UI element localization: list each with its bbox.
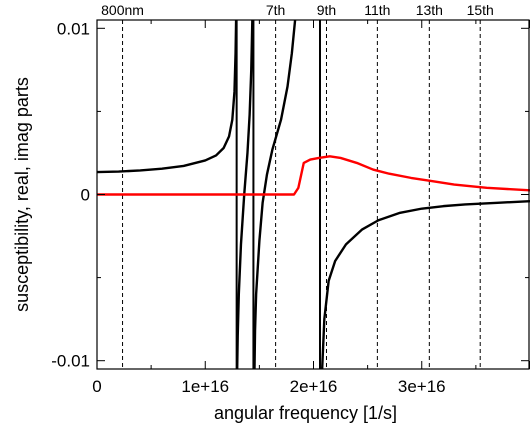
series-0-segment-2 [253,20,297,369]
marker-label-800nm: 800nm [101,2,144,18]
x-tick-label-2: 2e+16 [290,377,338,396]
marker-label-9th: 9th [317,2,336,18]
y-tick-label-2: -0.01 [51,352,90,371]
x-tick-label-1: 1e+16 [181,377,229,396]
series-1-segment-0 [97,155,530,196]
x-axis-title: angular frequency [1/s] [214,403,397,423]
y-axis-title: susceptibility, real, imag parts [12,77,32,312]
marker-label-7th: 7th [266,2,285,18]
marker-label-13th: 13th [416,2,443,18]
marker-label-11th: 11th [364,2,390,18]
marker-label-15th: 15th [467,2,494,18]
y-tick-label-1: 0 [81,186,90,205]
x-tick-label-0: 0 [92,377,101,396]
y-tick-label-0: 0.01 [57,19,90,38]
series-0-segment-3 [320,199,530,369]
series-0-segment-0 [97,20,238,174]
x-tick-label-3: 3e+16 [398,377,446,396]
